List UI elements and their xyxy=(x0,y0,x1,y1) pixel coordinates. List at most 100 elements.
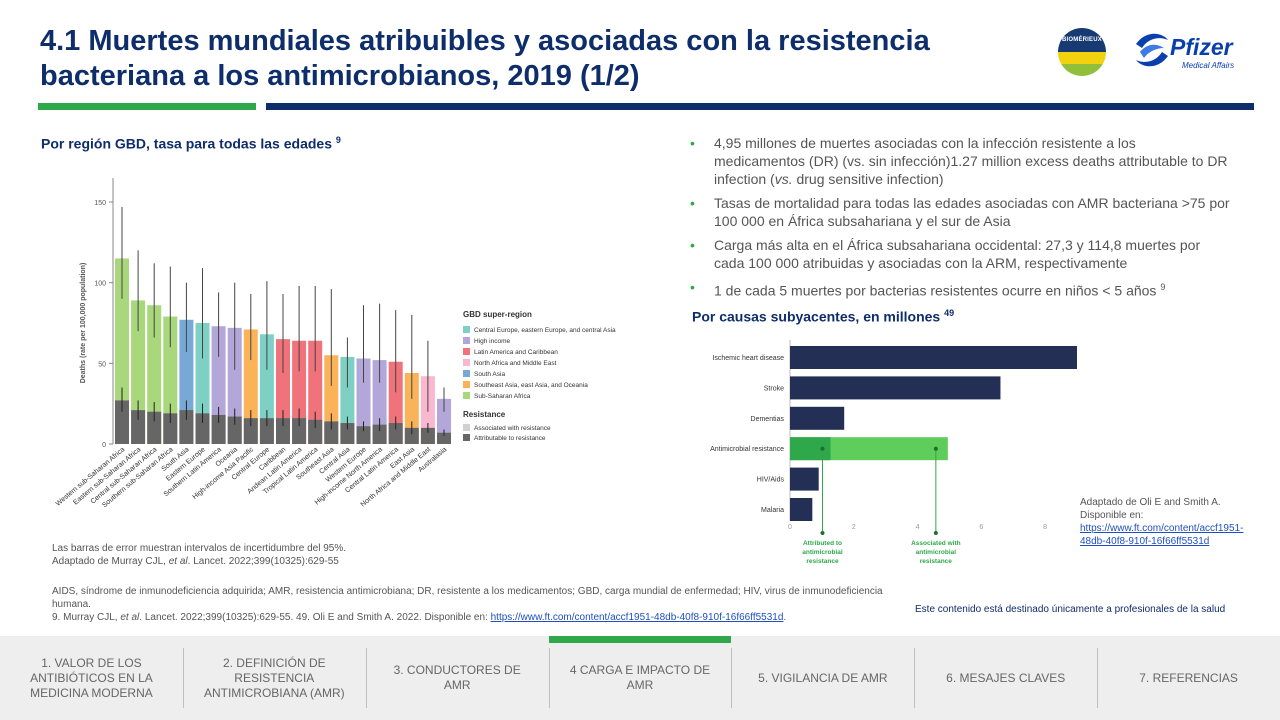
bar-attributable xyxy=(324,421,339,444)
legend-title: GBD super-region xyxy=(463,310,532,319)
annotation-dot xyxy=(820,446,825,451)
bullet-item: Carga más alta en el África subsahariana… xyxy=(690,236,1230,272)
bar-associated xyxy=(147,305,162,444)
hcp-notice: Este contenido está destinado únicamente… xyxy=(915,604,1226,615)
bar-attributable xyxy=(292,418,307,444)
bar-associated xyxy=(211,326,226,444)
bar-attributable xyxy=(308,419,323,444)
chart-source-text: Adaptado de Oli E and Smith A. Disponibl… xyxy=(1080,497,1221,521)
legend-swatch xyxy=(463,424,470,431)
key-points-list: 4,95 millones de muertes asociadas con l… xyxy=(690,134,1230,306)
category-label: HIV/Aids xyxy=(757,477,785,484)
category-label: Antimicrobial resistance xyxy=(710,446,784,453)
x-tick-label: Eastern sub-Saharan Africa xyxy=(72,446,142,506)
title-underline-accent xyxy=(38,103,256,110)
left-chart-note: Las barras de error muestran intervalos … xyxy=(52,542,346,568)
legend-swatch xyxy=(463,337,470,344)
bar-associated xyxy=(227,327,242,444)
bullet-item: 1 de cada 5 muertes por bacterias resist… xyxy=(690,278,1230,300)
bar-attributable xyxy=(356,426,371,444)
bar-associated xyxy=(340,356,355,444)
bar-attributable xyxy=(372,424,387,444)
page-title: 4.1 Muertes mundiales atribuibles y asoc… xyxy=(40,25,930,92)
biomerieux-logo-text: BIOMÉRIEUX xyxy=(1058,28,1106,52)
title-underline xyxy=(266,103,1254,110)
category-label: Ischemic heart disease xyxy=(712,355,784,362)
bar-cause xyxy=(790,498,813,521)
bar-associated xyxy=(276,339,290,444)
abbreviations: AIDS, síndrome de inmunodeficiencia adqu… xyxy=(52,586,883,610)
bar-attributable xyxy=(340,423,355,444)
chart-source-link[interactable]: https://www.ft.com/content/accf1951-48db… xyxy=(1080,523,1244,547)
annotation-dot xyxy=(820,531,825,535)
references: 9. Murray CJL, et al. Lancet. 2022;399(1… xyxy=(52,612,787,623)
legend-label: Southeast Asia, east Asia, and Oceania xyxy=(474,382,588,389)
category-label: Dementias xyxy=(751,416,785,423)
nav-tab-definicion[interactable]: 2. DEFINICIÓN DE RESISTENCIA ANTIMICROBI… xyxy=(182,636,366,720)
right-section-heading: Por causas subyacentes, en millones 49 xyxy=(692,308,954,325)
bar-attributable xyxy=(147,411,162,444)
x-tick-label: 0 xyxy=(788,524,792,531)
bar-attributable xyxy=(211,414,226,444)
bar-attributable xyxy=(420,427,435,444)
annotation-label: Associated with antimicrobial resistance xyxy=(911,540,961,565)
reference-link[interactable]: https://www.ft.com/content/accf1951-48db… xyxy=(490,612,784,623)
legend-swatch xyxy=(463,381,470,388)
nav-tab-conductores[interactable]: 3. CONDUCTORES DE AMR xyxy=(365,636,549,720)
legend-resistance-title: Resistance xyxy=(463,410,506,419)
legend-label: Central Europe, eastern Europe, and cent… xyxy=(474,327,616,334)
bar-attributable xyxy=(243,418,258,444)
y-axis-label: Deaths (rate per 100,000 population) xyxy=(80,263,87,384)
bar-associated xyxy=(356,358,371,444)
chart-source: Adaptado de Oli E and Smith A. Disponibl… xyxy=(1080,496,1245,548)
category-label: Malaria xyxy=(761,507,784,514)
nav-tab-referencias[interactable]: 7. REFERENCIAS xyxy=(1097,636,1280,720)
left-chart-source: Adaptado de Murray CJL, et al. Lancet. 2… xyxy=(52,556,339,567)
bar-attributable xyxy=(163,413,178,444)
y-tick-label: 150 xyxy=(94,200,106,207)
footnotes: AIDS, síndrome de inmunodeficiencia adqu… xyxy=(52,585,892,624)
bar-associated xyxy=(308,340,323,444)
section-nav: 1. VALOR DE LOS ANTIBIÓTICOS EN LA MEDIC… xyxy=(0,636,1280,720)
legend-swatch xyxy=(463,359,470,366)
nav-tab-valor[interactable]: 1. VALOR DE LOS ANTIBIÓTICOS EN LA MEDIC… xyxy=(30,655,153,700)
bar-attributable xyxy=(115,400,129,444)
annotation-dot xyxy=(933,446,938,451)
nav-tab-mensajes[interactable]: 6. MESAJES CLAVES xyxy=(914,636,1097,720)
x-tick-label: 6 xyxy=(979,524,983,531)
legend-swatch xyxy=(463,370,470,377)
pfizer-wordmark: Pfizer xyxy=(1170,34,1233,60)
right-heading-text: Por causas subyacentes, en millones xyxy=(692,308,941,325)
legend-label: Associated with resistance xyxy=(474,425,551,432)
pfizer-subtitle: Medical Affairs xyxy=(1182,61,1235,70)
left-heading-ref: 9 xyxy=(335,135,341,145)
legend-label: Latin America and Caribbean xyxy=(474,349,558,356)
left-section-heading: Por región GBD, tasa para todas las edad… xyxy=(41,135,341,152)
bullet-item: 4,95 millones de muertes asociadas con l… xyxy=(690,134,1230,188)
y-tick-label: 100 xyxy=(94,281,106,288)
bar-associated xyxy=(115,258,129,444)
x-tick-label: 4 xyxy=(916,524,920,531)
nav-tab-carga[interactable]: 4 CARGA E IMPACTO DE AMR xyxy=(548,636,732,720)
right-heading-ref: 49 xyxy=(944,308,955,318)
bar-attributed-amr xyxy=(790,437,831,461)
legend-label: High income xyxy=(474,338,511,345)
bullet-item: Tasas de mortalidad para todas las edade… xyxy=(690,194,1230,230)
bar-attributable xyxy=(437,432,451,444)
bar-attributable xyxy=(179,410,194,444)
y-tick-label: 0 xyxy=(102,442,106,449)
legend-label: Attributable to resistance xyxy=(474,435,546,442)
legend-label: North Africa and Middle East xyxy=(474,360,557,367)
cause-chart: 0 2 4 6 8 Ischemic heart disease Stroke Dementi… xyxy=(710,340,1077,565)
bar-attributable xyxy=(276,418,290,444)
bar-attributable xyxy=(259,418,274,444)
bar-associated xyxy=(131,300,146,444)
bar-attributable xyxy=(388,423,403,444)
bar-attributable xyxy=(195,413,210,444)
pfizer-helix-icon xyxy=(1136,33,1168,67)
bar-cause xyxy=(790,376,1001,400)
nav-tab-vigilancia[interactable]: 5. VIGILANCIA DE AMR xyxy=(731,636,914,720)
legend-label: South Asia xyxy=(474,371,505,378)
bar-attributable xyxy=(131,410,146,444)
bar-cause xyxy=(790,346,1077,369)
